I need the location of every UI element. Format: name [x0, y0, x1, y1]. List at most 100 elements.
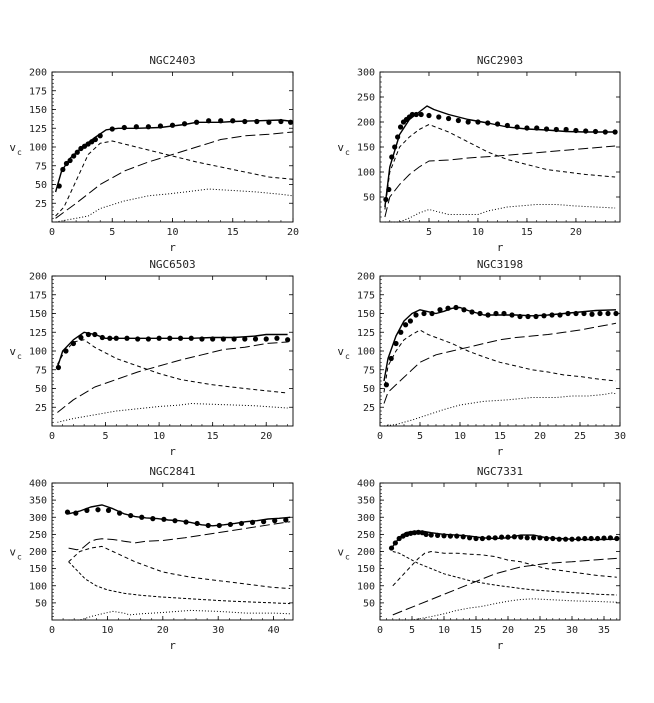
y-tick-label: 50	[363, 598, 375, 609]
data-point	[426, 112, 432, 119]
x-tick-label: 10	[166, 227, 178, 238]
data-point	[582, 535, 588, 542]
data-point	[272, 518, 278, 524]
x-tick-label: 30	[212, 625, 224, 636]
y-axis-label: v	[337, 546, 344, 559]
y-tick-label: 100	[357, 581, 375, 592]
x-tick-label: 5	[426, 227, 432, 238]
chart-title: NGC6503	[149, 258, 195, 271]
data-point	[525, 313, 531, 320]
data-point	[428, 532, 434, 538]
y-tick-label: 175	[29, 290, 47, 301]
chart-title: NGC2903	[477, 54, 523, 67]
data-point	[524, 535, 530, 541]
plot-frame	[51, 275, 294, 427]
data-point	[418, 111, 424, 118]
x-tick-label: 20	[502, 625, 514, 636]
x-tick-label: 5	[103, 431, 109, 442]
data-point	[121, 124, 127, 131]
series-gas	[55, 188, 294, 223]
x-tick-label: 20	[260, 431, 272, 442]
y-tick-label: 100	[29, 143, 47, 154]
y-axis-label: v	[337, 141, 344, 154]
x-tick-label: 5	[417, 431, 423, 442]
data-point	[465, 119, 471, 125]
x-tick-label: 15	[521, 227, 533, 238]
x-tick-label: 0	[49, 227, 55, 238]
data-point	[274, 335, 280, 341]
y-tick-label: 300	[29, 513, 47, 524]
x-tick-label: 10	[472, 227, 484, 238]
chart-title: NGC7331	[477, 465, 523, 478]
data-point	[455, 117, 461, 124]
series-halo	[384, 145, 616, 218]
data-point	[71, 153, 77, 159]
data-point	[454, 533, 460, 539]
data-point	[105, 507, 112, 513]
y-tick-label: 175	[357, 290, 375, 301]
y-tick-label: 350	[29, 496, 47, 507]
data-point	[421, 310, 427, 317]
data-point	[285, 337, 291, 343]
y-tick-label: 200	[357, 118, 375, 129]
y-tick-label: 150	[29, 105, 47, 116]
x-tick-label: 0	[377, 625, 383, 636]
y-tick-label: 200	[29, 547, 47, 558]
y-tick-label: 25	[35, 403, 47, 414]
data-point	[613, 310, 619, 317]
y-axis-label: v	[337, 345, 344, 358]
data-point	[407, 318, 413, 324]
series-total-model	[68, 504, 291, 527]
data-point	[252, 336, 259, 342]
data-point	[413, 312, 419, 318]
series-gas	[384, 204, 616, 223]
series-halo	[57, 341, 288, 413]
y-tick-label: 125	[29, 124, 47, 135]
series-halo	[55, 131, 294, 219]
x-axis-label: r	[497, 241, 504, 254]
y-tick-label: 100	[357, 347, 375, 358]
data-point	[612, 129, 618, 135]
y-axis-label-subscript: c	[17, 148, 22, 157]
y-tick-label: 300	[357, 68, 375, 79]
y-tick-label: 150	[357, 143, 375, 154]
x-tick-label: 10	[454, 431, 466, 442]
plot-frame	[51, 71, 294, 223]
data-point	[589, 311, 595, 317]
x-tick-label: 15	[470, 625, 482, 636]
data-point	[383, 382, 389, 388]
y-tick-label: 200	[357, 272, 375, 283]
x-axis-label: r	[169, 445, 176, 458]
data-point	[397, 124, 404, 130]
y-tick-label: 400	[29, 479, 47, 490]
series-disk	[383, 329, 617, 393]
series-gas	[57, 403, 288, 423]
y-tick-label: 50	[363, 193, 375, 204]
data-point	[393, 340, 399, 347]
y-axis-label-subscript: c	[17, 553, 22, 562]
x-tick-label: 20	[157, 625, 169, 636]
y-axis-label-subscript: c	[345, 148, 350, 157]
data-point	[263, 336, 269, 342]
data-point	[398, 329, 404, 335]
chart-ngc2841: NGC2841 50 100 150 200 250 300 350 400 0 10 20 30 40 r…	[9, 465, 294, 652]
chart-title: NGC2841	[149, 465, 195, 478]
series-total-model	[384, 105, 616, 208]
x-axis-label: r	[497, 445, 504, 458]
x-tick-label: 5	[109, 227, 115, 238]
x-tick-label: 20	[534, 431, 546, 442]
data-point	[388, 545, 395, 551]
chart-ngc2903: NGC2903 50 100 150 200 250 300 5 10 15 20 r v c	[337, 54, 621, 254]
y-tick-label: 200	[29, 68, 47, 79]
data-point	[403, 322, 409, 328]
y-tick-label: 75	[363, 365, 375, 376]
y-tick-label: 400	[357, 479, 375, 490]
data-point	[242, 336, 248, 342]
data-point	[597, 310, 603, 317]
y-tick-label: 125	[29, 328, 47, 339]
x-tick-label: 30	[566, 625, 578, 636]
x-axis-label: r	[497, 639, 504, 652]
x-tick-label: 0	[49, 625, 55, 636]
series-total-model	[383, 306, 617, 382]
